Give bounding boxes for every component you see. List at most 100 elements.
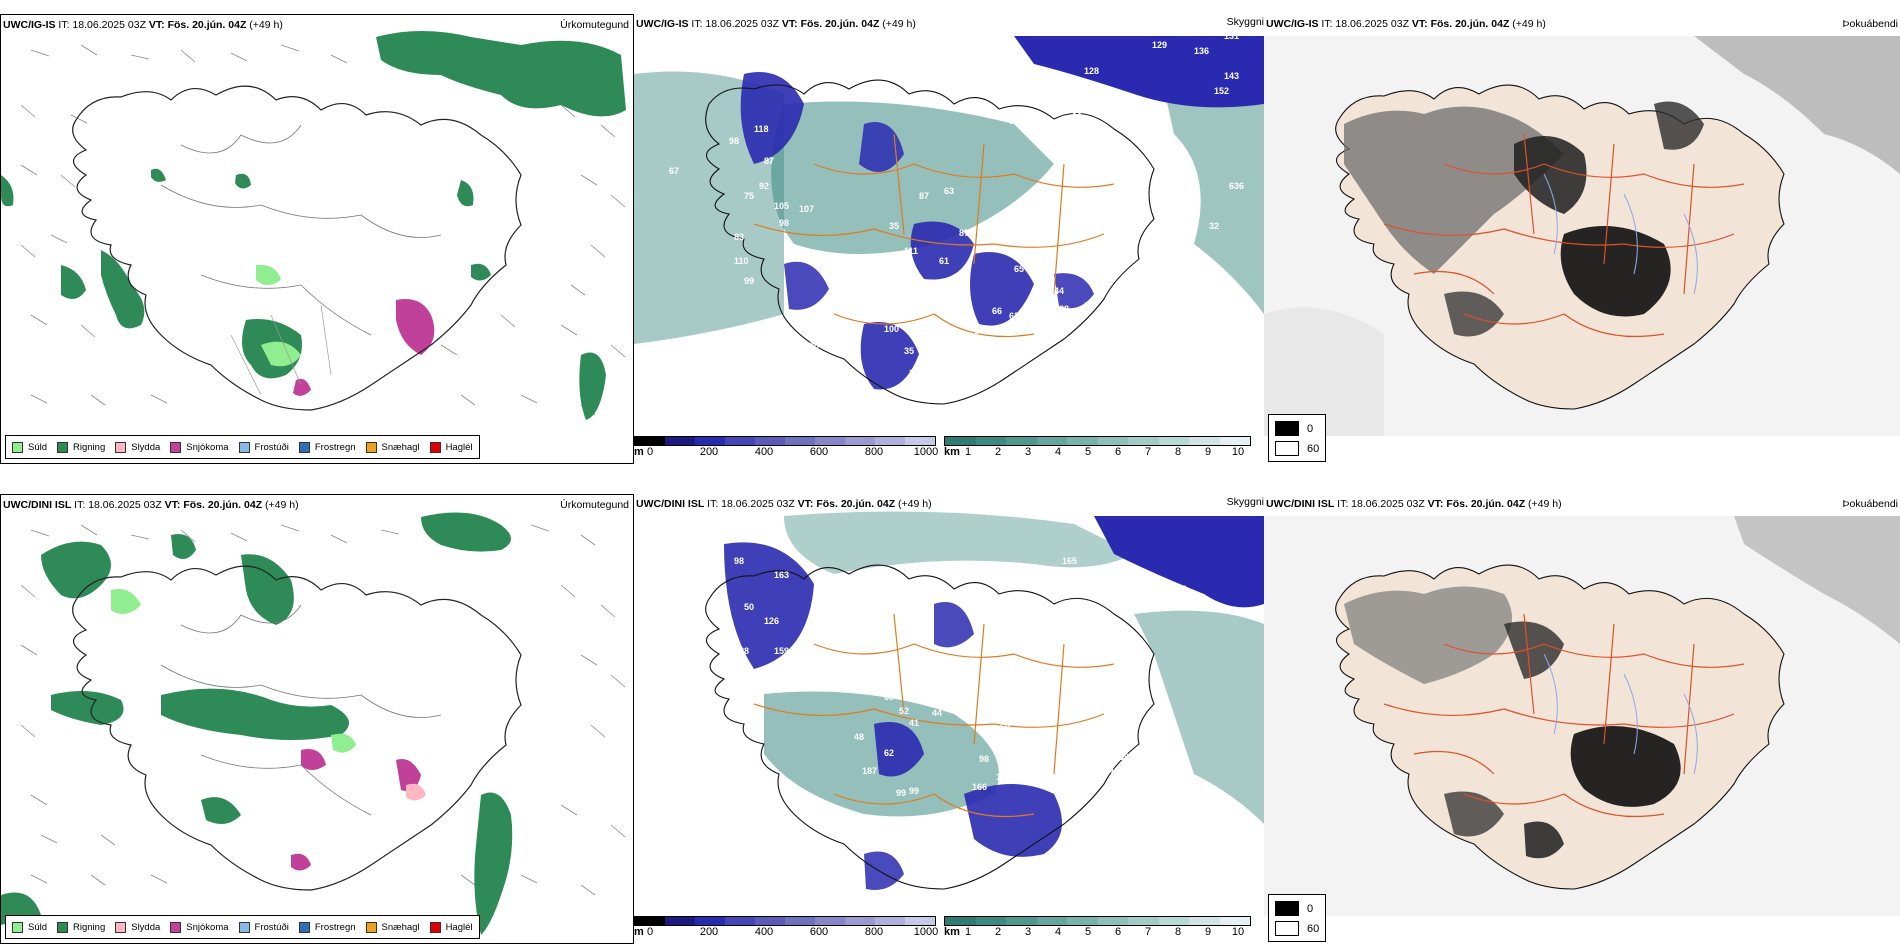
panel-name: Úrkomutegund: [560, 19, 629, 31]
legend-item-frostudi: Frostúði: [238, 921, 289, 933]
cloud-label: 50: [744, 602, 754, 612]
cloud-label: 98: [734, 556, 744, 566]
panel-name: Skyggni: [1226, 496, 1264, 508]
fog-swatch: [1275, 901, 1299, 916]
cloud-label: 131: [979, 692, 994, 702]
cloud-label: 636: [1229, 181, 1244, 191]
iceland-outline: [72, 85, 522, 411]
visibility-colorbar: km 1 2 3 4 5 6 7 8 9 10: [944, 916, 1259, 942]
cloud-label: 52: [899, 706, 909, 716]
colorbar-tick: 4: [1054, 446, 1062, 458]
cloud-label: 35: [904, 346, 914, 356]
cloud-base-labels: 66 56 50 98 163 126 159 88 70 55 69 52 4…: [679, 500, 1196, 826]
fog-swatch: [1275, 441, 1299, 456]
fog-legend-item: 0: [1275, 901, 1313, 916]
cloud-label: 98: [729, 136, 739, 146]
cloud-label: 152: [1214, 86, 1229, 96]
cloud-label: 44: [1104, 766, 1114, 776]
colorbar-tick: 5: [1084, 446, 1092, 458]
colorbar-tick: 7: [1144, 446, 1152, 458]
cloud-label: 56: [709, 612, 719, 622]
cloud-label: 111: [904, 246, 918, 256]
cloud-label: 88: [892, 816, 902, 826]
colorbar-tick: 400: [754, 446, 774, 458]
legend-item-snjokoma: Snjókoma: [170, 441, 229, 453]
cloud-label: 100: [884, 324, 899, 334]
cloud-label: 80: [1094, 736, 1104, 746]
legend-item-sudd: Súld: [12, 921, 47, 933]
colorbar-tick: 4: [1054, 926, 1062, 938]
cloud-label: 75: [744, 191, 754, 201]
wind-barbs: [20, 524, 626, 896]
legend-swatch: [365, 921, 377, 933]
colorbar-tick: 3: [1024, 446, 1032, 458]
colorbar-tick: 8: [1174, 926, 1182, 938]
cloud-base-colorbar: m 0 200 400 600 800 1000: [634, 436, 944, 462]
cloud-label: 88: [1059, 304, 1069, 314]
cloud-label: 80: [809, 341, 819, 351]
cloud-label: 105: [774, 201, 789, 211]
cloud-label: 88: [739, 646, 749, 656]
fog-legend-item: 60: [1275, 441, 1319, 456]
fog-swatch: [1275, 921, 1299, 936]
colorbar-unit: m: [634, 926, 644, 938]
cloud-label: 99: [1186, 500, 1196, 510]
colorbar-tick: 10: [1231, 926, 1245, 938]
cloud-label: 99: [744, 276, 754, 286]
fog-swatch: [1275, 421, 1299, 436]
precip-legend: Súld Rigning Slydda Snjókoma Frostúði Fr…: [5, 435, 480, 459]
cloud-label: 110: [734, 256, 749, 266]
cloud-label: 87: [959, 228, 969, 238]
legend-item-rigning: Rigning: [57, 441, 105, 453]
panel-title: UWC/IG-IS IT: 18.06.2025 03Z VT: Fös. 20…: [3, 19, 283, 31]
colorbar-tick: 600: [809, 926, 829, 938]
cloud-label: 83: [734, 232, 744, 242]
panel-name: Þokuábendi: [1842, 18, 1898, 30]
panel-title: UWC/IG-IS IT: 18.06.2025 03Z VT: Fös. 20…: [1266, 18, 1546, 30]
cloud-label: 128: [1084, 66, 1099, 76]
cloud-label: 66: [679, 622, 689, 632]
legend-swatch: [115, 441, 127, 453]
cloud-label: 32: [1019, 766, 1029, 776]
colorbar-tick: 6: [1114, 446, 1122, 458]
precip-areas: [1, 512, 513, 935]
cloud-base-labels: 67 118 87 98 63 87 35 105 107 92 75 98 8…: [669, 31, 1244, 396]
colorbar-tick: 200: [699, 926, 719, 938]
cloud-label: 83: [964, 668, 974, 678]
legend-swatch: [365, 441, 377, 453]
fog-legend-item: 0: [1275, 421, 1313, 436]
colorbar-tick: 2: [994, 926, 1002, 938]
cloud-label: 87: [764, 156, 774, 166]
colorbar-tick: 9: [1204, 446, 1212, 458]
legend-swatch: [57, 441, 69, 453]
cloud-label: 151: [1006, 576, 1021, 586]
precip-panel-row1: UWC/IG-IS IT: 18.06.2025 03Z VT: Fös. 20…: [0, 14, 634, 464]
cloud-label: 59: [1119, 752, 1129, 762]
cloud-label: 187: [862, 766, 877, 776]
colorbar-tick: 8: [1174, 446, 1182, 458]
cloud-label: 167: [1066, 572, 1081, 582]
cloud-label: 159: [774, 646, 789, 656]
cloud-label: 90: [1072, 106, 1082, 116]
precip-map-row1: [1, 31, 626, 420]
colorbar-tick: 5: [1084, 926, 1092, 938]
cloud-label: 126: [764, 616, 779, 626]
legend-swatch: [170, 921, 182, 933]
colorbar-gradient: [634, 916, 936, 926]
legend-item-frostregn: Frostregn: [298, 921, 356, 933]
cloud-label: 79: [1009, 116, 1019, 126]
precip-legend: Súld Rigning Slydda Snjókoma Frostúði Fr…: [5, 915, 480, 939]
colorbar-tick: 400: [754, 926, 774, 938]
cloud-label: 136: [1194, 46, 1209, 56]
colorbar-gradient: [944, 436, 1251, 446]
cloud-label: 41: [909, 718, 919, 728]
cloud-label: 59: [1002, 754, 1012, 764]
colorbar-gradient: [634, 436, 936, 446]
cloud-label: 118: [754, 124, 769, 134]
colorbar-gradient: [944, 916, 1251, 926]
legend-swatch: [238, 921, 250, 933]
cloud-label: 61: [939, 256, 949, 266]
legend-item-snjokoma: Snjókoma: [170, 921, 229, 933]
cloud-label: 60: [1058, 604, 1068, 614]
cloud-label: 57: [1034, 306, 1044, 316]
